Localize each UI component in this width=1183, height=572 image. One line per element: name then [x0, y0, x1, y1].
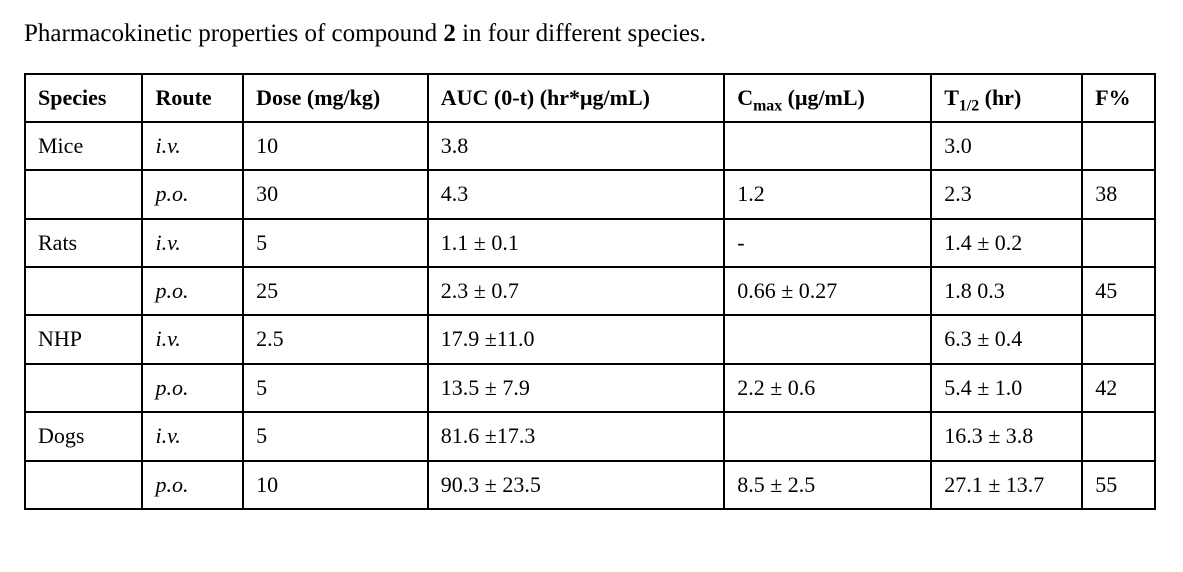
cell-species: NHP — [25, 315, 142, 363]
cell-f — [1082, 219, 1155, 267]
cell-cmax: 0.66 ± 0.27 — [724, 267, 931, 315]
cell-dose: 5 — [243, 412, 428, 460]
route-text: i.v. — [155, 230, 180, 255]
table-row: NHP i.v. 2.5 17.9 ±11.0 6.3 ± 0.4 — [25, 315, 1155, 363]
cmax-pre: C — [737, 85, 753, 110]
route-text: i.v. — [155, 133, 180, 158]
route-text: i.v. — [155, 326, 180, 351]
cell-species: Mice — [25, 122, 142, 170]
cell-route: i.v. — [142, 315, 243, 363]
cell-dose: 5 — [243, 364, 428, 412]
table-row: Dogs i.v. 5 81.6 ±17.3 16.3 ± 3.8 — [25, 412, 1155, 460]
title-suffix: in four different species. — [456, 20, 706, 47]
cell-f: 38 — [1082, 170, 1155, 218]
route-text: p.o. — [155, 472, 188, 497]
cell-thalf: 6.3 ± 0.4 — [931, 315, 1082, 363]
col-header-dose: Dose (mg/kg) — [243, 74, 428, 122]
col-header-auc: AUC (0-t) (hr*μg/mL) — [428, 74, 724, 122]
thalf-post: (hr) — [979, 85, 1021, 110]
cell-cmax: 8.5 ± 2.5 — [724, 461, 931, 509]
table-row: Rats i.v. 5 1.1 ± 0.1 - 1.4 ± 0.2 — [25, 219, 1155, 267]
cell-thalf: 27.1 ± 13.7 — [931, 461, 1082, 509]
cell-cmax: 1.2 — [724, 170, 931, 218]
cell-thalf: 3.0 — [931, 122, 1082, 170]
cell-f: 55 — [1082, 461, 1155, 509]
cell-auc: 1.1 ± 0.1 — [428, 219, 724, 267]
compound-number: 2 — [443, 20, 456, 47]
cell-thalf: 1.4 ± 0.2 — [931, 219, 1082, 267]
cell-thalf: 5.4 ± 1.0 — [931, 364, 1082, 412]
thalf-sub: 1/2 — [959, 97, 979, 114]
cell-route: p.o. — [142, 461, 243, 509]
cell-auc: 2.3 ± 0.7 — [428, 267, 724, 315]
route-text: p.o. — [155, 375, 188, 400]
cell-route: p.o. — [142, 170, 243, 218]
table-header-row: Species Route Dose (mg/kg) AUC (0-t) (hr… — [25, 74, 1155, 122]
route-text: p.o. — [155, 278, 188, 303]
cell-species: Rats — [25, 219, 142, 267]
cell-route: i.v. — [142, 219, 243, 267]
cell-route: p.o. — [142, 267, 243, 315]
cell-auc: 81.6 ±17.3 — [428, 412, 724, 460]
cell-dose: 5 — [243, 219, 428, 267]
cell-dose: 30 — [243, 170, 428, 218]
cell-cmax: - — [724, 219, 931, 267]
cell-dose: 25 — [243, 267, 428, 315]
cell-auc: 4.3 — [428, 170, 724, 218]
page-title: Pharmacokinetic properties of compound 2… — [24, 18, 1159, 51]
cell-auc: 13.5 ± 7.9 — [428, 364, 724, 412]
cell-species — [25, 170, 142, 218]
table-row: Mice i.v. 10 3.8 3.0 — [25, 122, 1155, 170]
route-text: p.o. — [155, 181, 188, 206]
cell-f — [1082, 412, 1155, 460]
cell-species: Dogs — [25, 412, 142, 460]
cell-cmax: 2.2 ± 0.6 — [724, 364, 931, 412]
cell-dose: 2.5 — [243, 315, 428, 363]
cell-route: i.v. — [142, 412, 243, 460]
cell-thalf: 2.3 — [931, 170, 1082, 218]
table-row: p.o. 10 90.3 ± 23.5 8.5 ± 2.5 27.1 ± 13.… — [25, 461, 1155, 509]
cell-thalf: 1.8 0.3 — [931, 267, 1082, 315]
cell-f — [1082, 122, 1155, 170]
route-text: i.v. — [155, 423, 180, 448]
cell-cmax — [724, 315, 931, 363]
cell-dose: 10 — [243, 461, 428, 509]
title-prefix: Pharmacokinetic properties of compound — [24, 20, 443, 47]
cell-species — [25, 461, 142, 509]
cell-f: 42 — [1082, 364, 1155, 412]
cell-dose: 10 — [243, 122, 428, 170]
thalf-pre: T — [944, 85, 959, 110]
table-body: Mice i.v. 10 3.8 3.0 p.o. 30 4.3 1.2 2.3… — [25, 122, 1155, 509]
cell-f: 45 — [1082, 267, 1155, 315]
col-header-thalf: T1/2 (hr) — [931, 74, 1082, 122]
cell-f — [1082, 315, 1155, 363]
col-header-route: Route — [142, 74, 243, 122]
table-row: p.o. 30 4.3 1.2 2.3 38 — [25, 170, 1155, 218]
col-header-cmax: Cmax (μg/mL) — [724, 74, 931, 122]
cell-auc: 90.3 ± 23.5 — [428, 461, 724, 509]
cell-cmax — [724, 412, 931, 460]
cell-auc: 3.8 — [428, 122, 724, 170]
cmax-sub: max — [753, 97, 782, 114]
cell-cmax — [724, 122, 931, 170]
cell-thalf: 16.3 ± 3.8 — [931, 412, 1082, 460]
col-header-f: F% — [1082, 74, 1155, 122]
cell-species — [25, 364, 142, 412]
table-row: p.o. 5 13.5 ± 7.9 2.2 ± 0.6 5.4 ± 1.0 42 — [25, 364, 1155, 412]
col-header-species: Species — [25, 74, 142, 122]
table-row: p.o. 25 2.3 ± 0.7 0.66 ± 0.27 1.8 0.3 45 — [25, 267, 1155, 315]
cell-species — [25, 267, 142, 315]
pk-table: Species Route Dose (mg/kg) AUC (0-t) (hr… — [24, 73, 1156, 511]
cell-route: p.o. — [142, 364, 243, 412]
cell-auc: 17.9 ±11.0 — [428, 315, 724, 363]
cmax-post: (μg/mL) — [782, 85, 865, 110]
cell-route: i.v. — [142, 122, 243, 170]
